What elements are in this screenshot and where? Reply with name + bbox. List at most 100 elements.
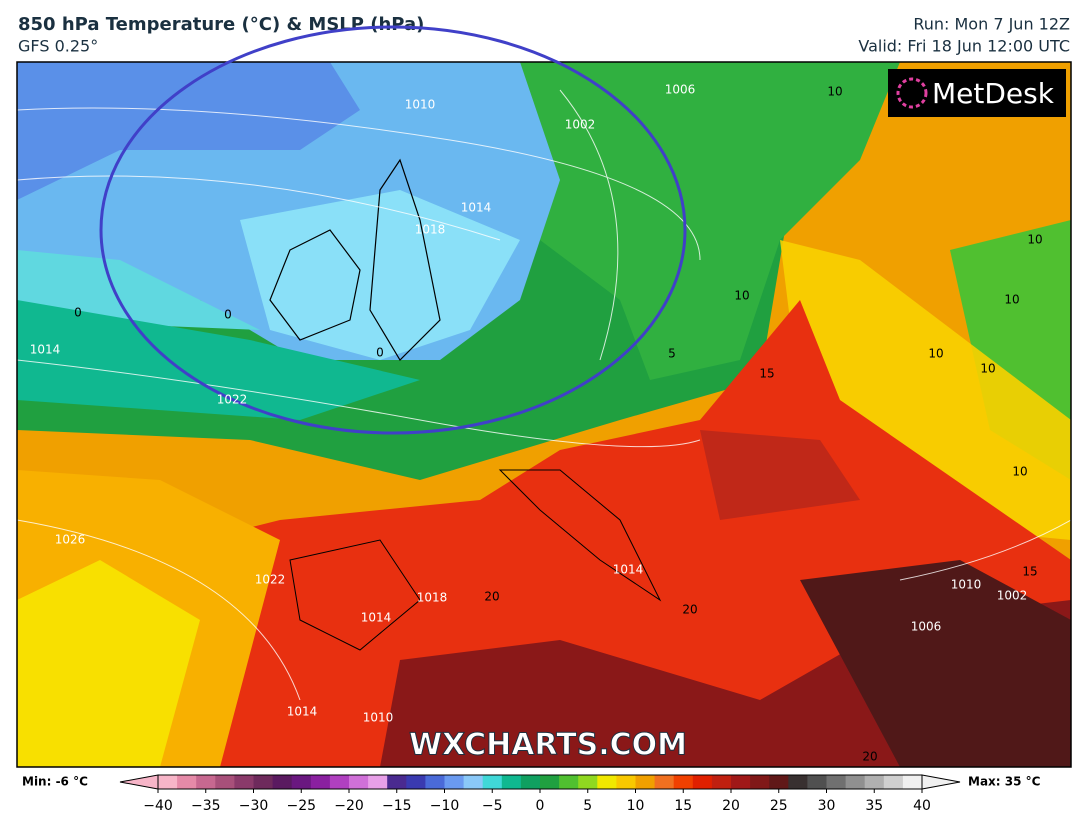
- colorbar-swatch: [253, 775, 274, 789]
- highlight-ellipse: [99, 25, 687, 435]
- contour-label: 15: [759, 367, 774, 381]
- map: [17, 62, 1071, 767]
- contour-label: 1006: [665, 83, 696, 97]
- colorbar-tick-label: −10: [430, 798, 460, 814]
- colorbar-swatch: [807, 775, 827, 789]
- colorbar-swatch: [406, 775, 426, 789]
- contour-label: 1018: [417, 591, 448, 605]
- colorbar-swatch: [425, 775, 445, 789]
- contour-label: 1022: [255, 573, 286, 587]
- colorbar-swatch: [578, 775, 598, 789]
- colorbar-tick-label: 10: [627, 798, 645, 814]
- subtitle: GFS 0.25°: [18, 37, 98, 56]
- colorbar-swatch: [864, 775, 885, 789]
- colorbar-swatch: [902, 775, 923, 789]
- colorbar-tick-label: −25: [286, 798, 316, 814]
- colorbar-swatch: [597, 775, 617, 789]
- run-time: Run: Mon 7 Jun 12Z: [913, 15, 1070, 34]
- colorbar-swatch: [826, 775, 847, 789]
- contour-label: 1010: [363, 711, 394, 725]
- max-label: Max: 35 °C: [968, 775, 1041, 789]
- contour-label: 1018: [415, 223, 446, 237]
- colorbar-tick-label: 25: [770, 798, 788, 814]
- colorbar-tick-label: 0: [536, 798, 545, 814]
- colorbar-swatch: [616, 775, 636, 789]
- colorbar-tick-label: 5: [583, 798, 592, 814]
- colorbar-swatch: [559, 775, 579, 789]
- colorbar-high-end: [921, 774, 961, 790]
- colorbar-swatch: [711, 775, 732, 789]
- colorbar-swatch: [349, 775, 369, 789]
- colorbar-swatch: [158, 775, 178, 789]
- colorbar-tick-label: 40: [913, 798, 931, 814]
- contour-label: 5: [668, 347, 676, 361]
- map-frame: [16, 61, 1072, 768]
- title: 850 hPa Temperature (°C) & MSLP (hPa): [18, 14, 424, 35]
- colorbar-swatch: [788, 775, 808, 789]
- colorbar-swatch: [234, 775, 254, 789]
- colorbar-swatch: [387, 775, 407, 789]
- colorbar-swatch: [482, 775, 503, 789]
- colorbar-tick-label: −40: [143, 798, 173, 814]
- logo-icon: [896, 77, 928, 109]
- contour-label: 1010: [951, 578, 982, 592]
- contour-label: 0: [224, 308, 232, 322]
- watermark: WXCHARTS.COM: [409, 728, 687, 763]
- colorbar-swatch: [769, 775, 789, 789]
- contour-label: 1014: [361, 611, 392, 625]
- contour-label: 1014: [30, 343, 61, 357]
- contour-label: 10: [1012, 465, 1027, 479]
- contour-label: 10: [734, 289, 749, 303]
- contour-label: 0: [74, 306, 82, 320]
- colorbar-swatch: [368, 775, 388, 789]
- colorbar-swatch: [215, 775, 235, 789]
- contour-label: 1026: [55, 533, 86, 547]
- contour-label: 20: [862, 750, 877, 764]
- contour-label: 1014: [287, 705, 318, 719]
- contour-label: 15: [1022, 565, 1037, 579]
- colorbar-swatch: [329, 775, 350, 789]
- colorbar-tick-label: −35: [191, 798, 221, 814]
- colorbar-swatch: [654, 775, 675, 789]
- colorbar-tick-label: 20: [722, 798, 740, 814]
- contour-label: 1014: [613, 563, 644, 577]
- colorbar-swatch: [310, 775, 331, 789]
- colorbar-swatch: [750, 775, 770, 789]
- contour-label: 10: [1027, 233, 1042, 247]
- colorbar-tick-label: −30: [239, 798, 269, 814]
- colorbar-swatch: [883, 775, 904, 789]
- colorbar-swatch: [540, 775, 560, 789]
- colorbar-swatch: [463, 775, 484, 789]
- colorbar-swatch: [635, 775, 656, 789]
- colorbar-tick-label: 30: [818, 798, 836, 814]
- contour-label: 1022: [217, 393, 248, 407]
- logo-box: [888, 69, 1066, 117]
- contour-label: 20: [484, 590, 499, 604]
- colorbar-low-end: [119, 774, 159, 790]
- contour-label: 0: [376, 346, 384, 360]
- contour-label: 1002: [565, 118, 596, 132]
- colorbar-swatch: [845, 775, 866, 789]
- colorbar-tick-label: −15: [382, 798, 412, 814]
- colorbar-swatch: [177, 775, 197, 789]
- colorbar-swatch: [444, 775, 465, 789]
- colorbar-swatch: [501, 775, 522, 789]
- colorbar-tick-label: −20: [334, 798, 364, 814]
- colorbar-swatch: [196, 775, 216, 789]
- contour-label: 20: [682, 603, 697, 617]
- colorbar-tick-label: 15: [674, 798, 692, 814]
- contour-label: 10: [928, 347, 943, 361]
- contour-label: 10: [980, 362, 995, 376]
- colorbar-swatch: [731, 775, 751, 789]
- colorbar-tick-label: 35: [865, 798, 883, 814]
- valid-time: Valid: Fri 18 Jun 12:00 UTC: [858, 37, 1070, 56]
- colorbar-swatch: [291, 775, 312, 789]
- colorbar-swatch: [272, 775, 293, 789]
- contour-label: 1010: [405, 98, 436, 112]
- colorbar-swatch: [520, 775, 541, 789]
- logo: MetDesk: [932, 77, 1055, 110]
- contour-label: 10: [827, 85, 842, 99]
- colorbar-tick-label: −5: [482, 798, 503, 814]
- contour-label: 10: [1004, 293, 1019, 307]
